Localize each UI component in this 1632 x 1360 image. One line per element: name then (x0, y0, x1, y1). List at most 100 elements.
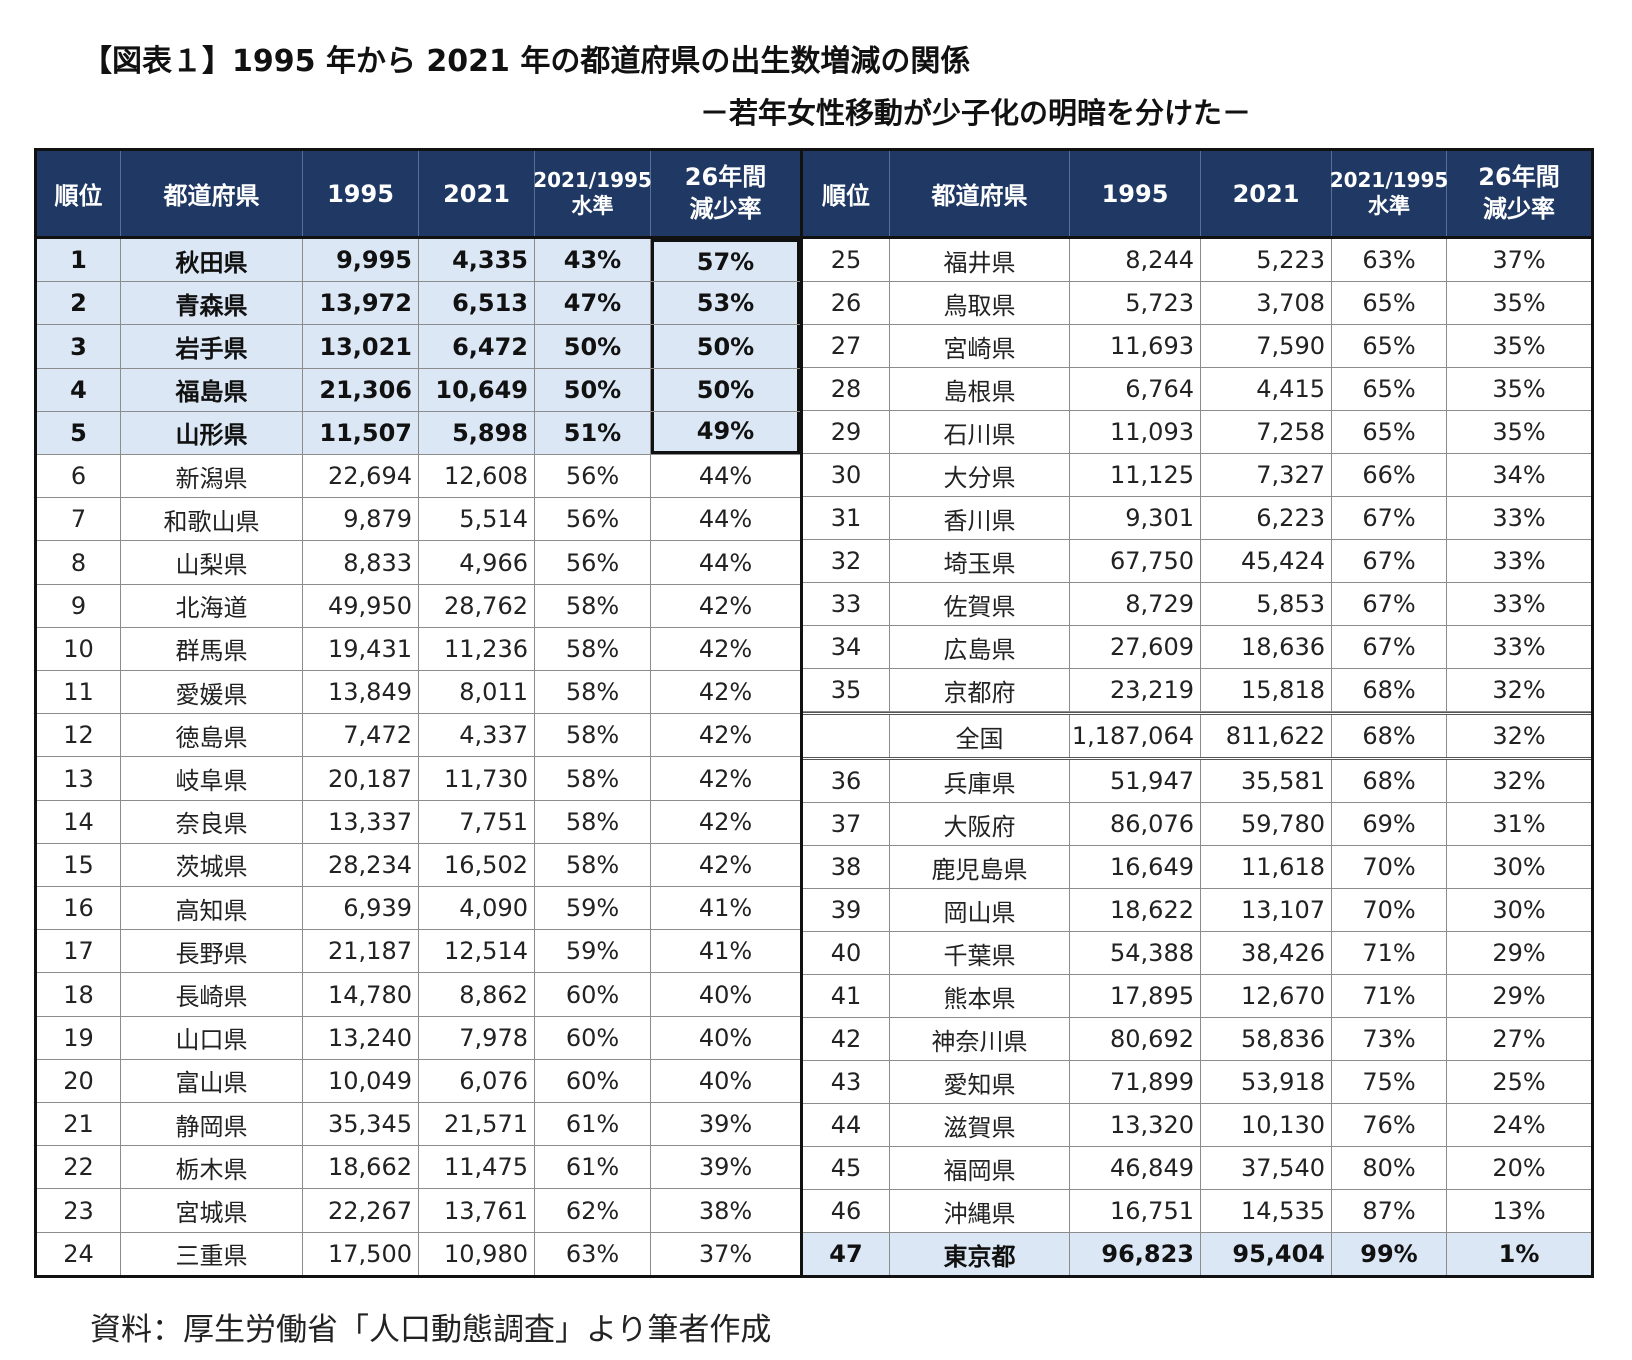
decline-rate-cell: 40% (698, 980, 753, 1009)
births-1995-cell: 8,729 (1070, 583, 1201, 625)
table-row: 16 高知県 6,939 4,090 59% 41% (37, 887, 800, 931)
rank-cell: 45 (803, 1147, 890, 1189)
header-level-label: 水準 (1368, 193, 1410, 218)
prefecture-cell: 富山県 (121, 1059, 303, 1103)
level-cell: 56% (535, 498, 651, 541)
births-2021-cell: 6,223 (1201, 497, 1332, 539)
level-cell: 67% (1332, 540, 1447, 582)
births-1995-cell: 20,187 (303, 757, 419, 800)
births-2021-cell: 7,978 (419, 1016, 535, 1059)
table-row: 23 宮城県 22,267 13,761 62% 38% (37, 1189, 800, 1233)
births-2021-cell: 11,730 (419, 757, 535, 800)
header-prefecture: 都道府県 (121, 151, 303, 236)
births-2021-cell: 13,107 (1201, 889, 1332, 931)
source-note: 資料：厚生労働省「人口動態調査」より筆者作成 (90, 1312, 772, 1348)
prefecture-cell: 群馬県 (121, 627, 303, 671)
prefecture-cell: 徳島県 (121, 714, 303, 757)
table-row: 19 山口県 13,240 7,978 60% 40% (37, 1016, 800, 1060)
table-row: 12 徳島県 7,472 4,337 58% 42% (37, 714, 800, 758)
prefecture-cell: 福井県 (890, 239, 1070, 281)
decline-rate-cell: 42% (698, 634, 753, 663)
level-cell: 65% (1332, 325, 1447, 367)
prefecture-cell: 石川県 (890, 411, 1070, 453)
table-row: 24 三重県 17,500 10,980 63% 37% (37, 1232, 800, 1275)
decline-rate-cell: 50% (651, 368, 800, 411)
prefecture-cell: 京都府 (890, 669, 1070, 711)
table-body-right: 25 福井県 8,244 5,223 63% 37% 26 鳥取県 5,723 3,708 65% 3… (803, 239, 1591, 1275)
births-1995-cell: 96,823 (1070, 1233, 1201, 1275)
births-2021-cell: 37,540 (1201, 1147, 1332, 1189)
births-2021-cell: 7,751 (419, 800, 535, 843)
table-row: 30 大分県 11,125 7,327 66% 34% (803, 454, 1591, 497)
births-1995-cell: 9,879 (303, 498, 419, 541)
header-level-ratio: 2021/1995 (533, 167, 652, 192)
births-2021-cell: 4,337 (419, 714, 535, 757)
prefecture-cell: 千葉県 (890, 932, 1070, 974)
level-cell: 51% (535, 411, 651, 455)
rank-cell: 11 (37, 671, 121, 714)
table-row: 8 山梨県 8,833 4,966 56% 44% (37, 541, 800, 585)
prefecture-cell: 島根県 (890, 368, 1070, 410)
level-cell: 65% (1332, 282, 1447, 324)
level-cell: 66% (1332, 454, 1447, 496)
rank-cell: 8 (37, 541, 121, 584)
prefecture-cell: 栃木県 (121, 1146, 303, 1189)
births-2021-cell: 35,581 (1201, 760, 1332, 802)
level-cell: 50% (535, 325, 651, 368)
rank-cell: 20 (37, 1059, 121, 1103)
births-1995-cell: 11,125 (1070, 454, 1201, 496)
births-2021-cell: 8,011 (419, 671, 535, 714)
level-cell: 59% (535, 930, 651, 973)
table-row: 26 鳥取県 5,723 3,708 65% 35% (803, 282, 1591, 325)
births-1995-cell: 28,234 (303, 843, 419, 887)
decline-rate-cell: 35% (1492, 375, 1546, 403)
table-row: 45 福岡県 46,849 37,540 80% 20% (803, 1147, 1591, 1190)
header-1995: 1995 (303, 151, 419, 236)
table-row: 39 岡山県 18,622 13,107 70% 30% (803, 889, 1591, 932)
births-1995-cell: 67,750 (1070, 540, 1201, 582)
births-2021-cell: 11,475 (419, 1146, 535, 1189)
decline-rate-cell: 34% (1492, 461, 1546, 489)
header-level: 2021/1995 水準 (533, 151, 652, 236)
level-cell: 60% (535, 1059, 651, 1103)
table-row: 33 佐賀県 8,729 5,853 67% 33% (803, 583, 1591, 626)
births-1995-cell: 11,693 (1070, 325, 1201, 367)
births-1995-cell: 86,076 (1070, 803, 1201, 845)
level-cell: 67% (1332, 583, 1447, 625)
level-cell: 67% (1332, 626, 1447, 668)
level-cell: 99% (1332, 1233, 1447, 1275)
table-row: 15 茨城県 28,234 16,502 58% 42% (37, 843, 800, 888)
prefecture-cell: 岡山県 (890, 889, 1070, 931)
births-1995-cell: 16,751 (1070, 1190, 1201, 1232)
decline-rate-cell: 32% (1492, 722, 1546, 750)
prefecture-cell: 滋賀県 (890, 1104, 1070, 1146)
births-1995-cell: 6,764 (1070, 368, 1201, 410)
figure-title: 【図表１】1995 年から 2021 年の都道府県の出生数増減の関係 (82, 44, 971, 79)
rank-cell: 22 (37, 1146, 121, 1189)
births-1995-cell: 71,899 (1070, 1061, 1201, 1103)
births-2021-cell: 15,818 (1201, 669, 1332, 711)
births-2021-cell: 5,514 (419, 498, 535, 541)
births-2021-cell: 6,472 (419, 325, 535, 368)
prefecture-cell: 鹿児島県 (890, 846, 1070, 888)
header-rank: 順位 (803, 151, 890, 236)
births-2021-cell: 7,590 (1201, 325, 1332, 367)
decline-rate-cell: 35% (1492, 289, 1546, 317)
births-2021-cell: 11,618 (1201, 846, 1332, 888)
table-row: 10 群馬県 19,431 11,236 58% 42% (37, 627, 800, 672)
births-2021-cell: 12,670 (1201, 975, 1332, 1017)
table-row: 3 岩手県 13,021 6,472 50% 50% (37, 325, 800, 369)
header-2021: 2021 (1201, 151, 1332, 236)
level-cell: 58% (535, 627, 651, 671)
births-1995-cell: 18,662 (303, 1146, 419, 1189)
decline-rate-cell: 49% (651, 411, 800, 455)
births-2021-cell: 5,898 (419, 411, 535, 455)
decline-rate-cell: 40% (698, 1023, 753, 1052)
decline-rate-cell: 42% (698, 721, 753, 750)
decline-rate-cell: 37% (698, 1239, 753, 1268)
births-1995-cell: 51,947 (1070, 760, 1201, 802)
births-1995-cell: 6,939 (303, 887, 419, 930)
prefecture-cell: 新潟県 (121, 455, 303, 498)
births-1995-cell: 13,320 (1070, 1104, 1201, 1146)
rank-cell: 31 (803, 497, 890, 539)
